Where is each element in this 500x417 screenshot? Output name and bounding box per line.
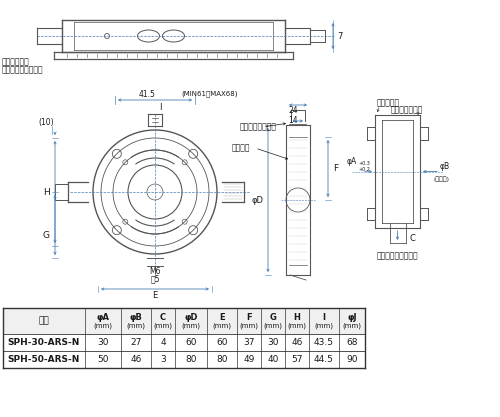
- Text: 14: 14: [288, 116, 298, 125]
- Text: G: G: [270, 312, 276, 322]
- Text: M6: M6: [149, 267, 161, 276]
- Text: 7: 7: [338, 32, 342, 40]
- Text: φB: φB: [440, 162, 450, 171]
- Text: 43.5: 43.5: [314, 338, 334, 347]
- Text: φD: φD: [184, 312, 198, 322]
- Text: (MIN61～MAX68): (MIN61～MAX68): [182, 90, 238, 97]
- Text: ホルダーケース詳細: ホルダーケース詳細: [376, 251, 418, 261]
- Text: 60: 60: [185, 338, 197, 347]
- Text: 4: 4: [160, 338, 166, 347]
- Text: 微動クランプ: 微動クランプ: [2, 58, 30, 66]
- Text: 27: 27: [130, 338, 141, 347]
- Text: φJ: φJ: [347, 312, 357, 322]
- Text: (mm): (mm): [240, 323, 258, 329]
- Text: 24: 24: [288, 106, 298, 115]
- Text: 68: 68: [346, 338, 358, 347]
- Text: 3: 3: [160, 355, 166, 364]
- Text: F: F: [246, 312, 252, 322]
- Text: (mm): (mm): [342, 323, 361, 329]
- Text: φB: φB: [130, 312, 142, 322]
- Text: 80: 80: [216, 355, 228, 364]
- Text: F: F: [334, 164, 338, 173]
- Text: (mm): (mm): [314, 323, 334, 329]
- Text: E: E: [152, 291, 158, 301]
- Text: 41.5: 41.5: [138, 90, 156, 98]
- Text: SPH-30-ARS-N: SPH-30-ARS-N: [8, 338, 80, 347]
- Text: 46: 46: [292, 338, 302, 347]
- Text: H: H: [42, 188, 50, 196]
- Text: E: E: [219, 312, 225, 322]
- Text: C: C: [160, 312, 166, 322]
- Text: 46: 46: [130, 355, 141, 364]
- Text: I: I: [159, 103, 161, 111]
- Text: φA: φA: [347, 157, 357, 166]
- Text: φD: φD: [252, 196, 264, 204]
- Text: 37: 37: [243, 338, 255, 347]
- Text: 44.5: 44.5: [314, 355, 334, 364]
- Text: デルリンリング: デルリンリング: [390, 106, 423, 115]
- Bar: [3, 308, 365, 334]
- Text: (mm): (mm): [94, 323, 112, 329]
- Text: 80: 80: [185, 355, 197, 364]
- Text: (mm): (mm): [288, 323, 306, 329]
- Text: (有効径): (有効径): [434, 177, 450, 182]
- Text: (10): (10): [38, 118, 54, 126]
- Text: 回転微調: 回転微調: [232, 143, 250, 153]
- Text: G: G: [42, 231, 50, 239]
- Text: 深5: 深5: [150, 274, 160, 284]
- Text: SPH-50-ARS-N: SPH-50-ARS-N: [8, 355, 80, 364]
- Text: (mm): (mm): [212, 323, 232, 329]
- Text: ネジリング: ネジリング: [377, 98, 400, 108]
- Text: (mm): (mm): [126, 323, 146, 329]
- Text: (mm): (mm): [182, 323, 201, 329]
- Text: 40: 40: [268, 355, 278, 364]
- Text: 57: 57: [291, 355, 303, 364]
- Text: 目盛環クランプネジ: 目盛環クランプネジ: [2, 65, 43, 75]
- Text: 30: 30: [267, 338, 279, 347]
- Text: 50: 50: [97, 355, 109, 364]
- Text: H: H: [294, 312, 300, 322]
- Text: 品番: 品番: [38, 317, 50, 326]
- Text: 49: 49: [244, 355, 254, 364]
- Text: 30: 30: [97, 338, 109, 347]
- Text: (mm): (mm): [154, 323, 172, 329]
- Text: C: C: [410, 234, 416, 243]
- Text: 組動回転クランプ: 組動回転クランプ: [240, 123, 277, 131]
- Text: φA: φA: [96, 312, 110, 322]
- Text: +0.3
+0.2: +0.3 +0.2: [358, 161, 370, 172]
- Text: 90: 90: [346, 355, 358, 364]
- Text: (mm): (mm): [264, 323, 282, 329]
- Text: 60: 60: [216, 338, 228, 347]
- Text: I: I: [322, 312, 326, 322]
